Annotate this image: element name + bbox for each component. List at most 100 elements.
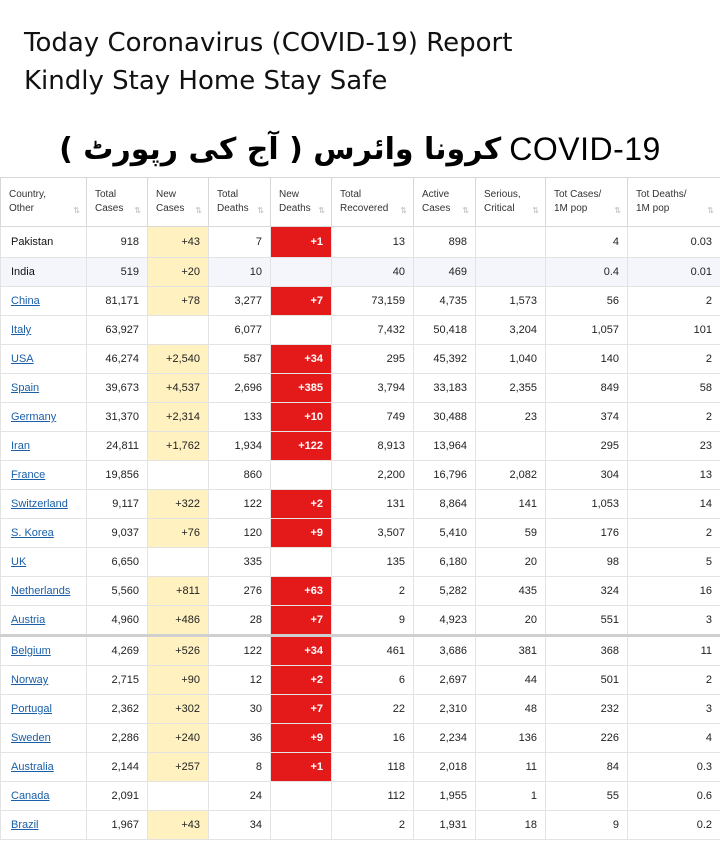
column-header-line2: Deaths [217,203,249,214]
country-link[interactable]: Spain [11,382,40,394]
deaths-per-1m-cell: 3 [627,694,720,724]
country-link[interactable]: S. Korea [11,527,54,539]
country-cell[interactable]: Norway [0,665,87,695]
new-cases-cell [147,781,209,811]
sort-icon[interactable]: ⇅ [195,206,202,215]
country-cell[interactable]: Switzerland [0,489,87,519]
total-recovered-cell: 135 [331,547,414,577]
country-cell[interactable]: Canada [0,781,87,811]
table-row: UK 6,650 335 135 6,180 20 98 5 [0,547,720,577]
column-header[interactable]: Country, Other ⇅ [0,177,87,227]
total-cases-cell: 9,117 [86,489,148,519]
country-link[interactable]: Portugal [11,703,52,715]
active-cases-cell: 898 [413,226,476,258]
country-cell[interactable]: France [0,460,87,490]
country-link[interactable]: Switzerland [11,498,68,510]
new-deaths-cell [270,781,332,811]
country-cell[interactable]: Portugal [0,694,87,724]
column-header-line2: Cases [95,203,124,214]
table-row: Canada 2,091 24 112 1,955 1 55 0.6 [0,781,720,811]
column-header[interactable]: Tot Cases/1M pop ⇅ [545,177,628,227]
country-link[interactable]: Austria [11,614,46,626]
country-cell[interactable]: Australia [0,752,87,782]
country-link[interactable]: UK [11,556,27,568]
country-link[interactable]: Brazil [11,819,39,831]
deaths-per-1m-cell: 14 [627,489,720,519]
column-header[interactable]: Total Cases ⇅ [86,177,148,227]
column-header[interactable]: Active Cases ⇅ [413,177,476,227]
total-deaths-cell: 120 [208,518,271,548]
table-row: Austria 4,960 +486 28 +7 9 4,923 20 551 3 [0,605,720,636]
country-cell[interactable]: Netherlands [0,576,87,606]
sort-icon[interactable]: ⇅ [134,206,141,215]
country-cell[interactable]: Spain [0,373,87,403]
new-cases-cell: +257 [147,752,209,782]
country-link[interactable]: Italy [11,324,32,336]
country-link[interactable]: Sweden [11,732,51,744]
column-header[interactable]: New Deaths ⇅ [270,177,332,227]
country-cell[interactable]: China [0,286,87,316]
deaths-per-1m-cell: 2 [627,344,720,374]
sort-icon[interactable]: ⇅ [462,206,469,215]
cases-per-1m-cell: 1,053 [545,489,628,519]
country-cell[interactable]: Sweden [0,723,87,753]
total-recovered-cell: 13 [331,226,414,258]
country-link[interactable]: France [11,469,46,481]
sort-icon[interactable]: ⇅ [257,206,264,215]
column-header-line1: Serious, [484,189,521,200]
sort-icon[interactable]: ⇅ [707,206,714,215]
sort-icon[interactable]: ⇅ [400,206,407,215]
table-row: Portugal 2,362 +302 30 +7 22 2,310 48 232 3 [0,694,720,724]
serious-critical-cell: 59 [475,518,546,548]
new-cases-cell: +486 [147,605,209,636]
total-cases-cell: 2,715 [86,665,148,695]
sort-icon[interactable]: ⇅ [73,206,80,215]
country-link[interactable]: Iran [11,440,30,452]
cases-per-1m-cell: 374 [545,402,628,432]
country-link[interactable]: Netherlands [11,585,71,597]
country-link[interactable]: USA [11,353,34,365]
total-cases-cell: 19,856 [86,460,148,490]
table-row: Netherlands 5,560 +811 276 +63 2 5,282 435 324 16 [0,576,720,606]
country-link[interactable]: Australia [11,761,54,773]
total-cases-cell: 519 [86,257,148,287]
sort-icon[interactable]: ⇅ [532,206,539,215]
column-header[interactable]: Tot Deaths/1M pop ⇅ [627,177,720,227]
country-cell[interactable]: Iran [0,431,87,461]
country-cell[interactable]: Belgium [0,634,87,666]
country-cell[interactable]: Germany [0,402,87,432]
serious-critical-cell: 23 [475,402,546,432]
deaths-per-1m-cell: 0.03 [627,226,720,258]
country-cell[interactable]: Brazil [0,810,87,840]
country-link[interactable]: China [11,295,40,307]
column-header[interactable]: Serious, Critical ⇅ [475,177,546,227]
table-row: Pakistan 918 +43 7 +1 13 898 4 0.03 [0,226,720,258]
total-deaths-cell: 276 [208,576,271,606]
deaths-per-1m-cell: 3 [627,605,720,636]
country-link[interactable]: Canada [11,790,50,802]
country-link[interactable]: Norway [11,674,49,686]
total-recovered-cell: 749 [331,402,414,432]
total-cases-cell: 4,269 [86,634,148,666]
sort-icon[interactable]: ⇅ [614,206,621,215]
new-deaths-cell: +10 [270,402,332,432]
country-cell[interactable]: USA [0,344,87,374]
country-cell[interactable]: Italy [0,315,87,345]
country-cell[interactable]: Austria [0,605,87,636]
sort-icon[interactable]: ⇅ [318,206,325,215]
active-cases-cell: 45,392 [413,344,476,374]
country-link[interactable]: Germany [11,411,57,423]
total-deaths-cell: 30 [208,694,271,724]
column-header[interactable]: New Cases ⇅ [147,177,209,227]
country-link[interactable]: Belgium [11,645,51,657]
country-cell[interactable]: UK [0,547,87,577]
cases-per-1m-cell: 98 [545,547,628,577]
deaths-per-1m-cell: 23 [627,431,720,461]
active-cases-cell: 30,488 [413,402,476,432]
total-deaths-cell: 12 [208,665,271,695]
total-cases-cell: 81,171 [86,286,148,316]
country-cell[interactable]: S. Korea [0,518,87,548]
table-row: S. Korea 9,037 +76 120 +9 3,507 5,410 59 176 2 [0,518,720,548]
column-header[interactable]: Total Deaths ⇅ [208,177,271,227]
column-header[interactable]: Total Recovered ⇅ [331,177,414,227]
